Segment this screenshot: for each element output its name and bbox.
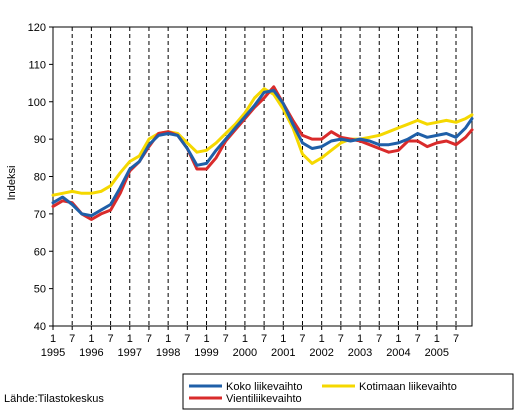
x-month-label: 1 — [434, 333, 440, 345]
x-year-label: 1997 — [118, 347, 142, 359]
x-month-label: 1 — [242, 333, 248, 345]
x-month-label: 7 — [299, 333, 305, 345]
x-month-label: 7 — [184, 333, 190, 345]
series-line-kotimaan-liikevaihto — [51, 87, 474, 197]
x-year-label: 1998 — [156, 347, 180, 359]
x-month-label: 1 — [88, 333, 94, 345]
x-month-label: 1 — [357, 333, 363, 345]
legend-label-kotimaan-liikevaihto: Kotimaan liikevaihto — [359, 381, 457, 393]
y-tick-label: 60 — [34, 246, 46, 258]
legend-box — [182, 373, 514, 410]
x-month-label: 1 — [165, 333, 171, 345]
source-note: Lähde:Tilastokeskus — [4, 393, 104, 405]
x-axis-ticks: 1 7 1995 1 7 1996 1 7 1997 1 7 1998 1 7 1999 1 7 2000 1 7 20… — [41, 326, 459, 359]
y-axis-ticks: 40 50 60 70 80 90 100 110 120 — [28, 22, 53, 333]
x-year-label: 1999 — [194, 347, 218, 359]
x-year-label: 2002 — [309, 347, 333, 359]
x-year-label: 2005 — [425, 347, 449, 359]
y-axis-label: Indeksi — [6, 166, 18, 201]
y-tick-label: 100 — [28, 97, 46, 109]
x-month-label: 7 — [376, 333, 382, 345]
y-tick-label: 70 — [34, 209, 46, 221]
legend-label-vientiliikevaihto: Vientiliikevaihto — [226, 393, 302, 405]
x-year-label: 2004 — [386, 347, 410, 359]
y-tick-label: 50 — [34, 284, 46, 296]
x-month-label: 7 — [453, 333, 459, 345]
x-month-label: 7 — [69, 333, 75, 345]
x-year-label: 2000 — [233, 347, 257, 359]
x-year-label: 1995 — [41, 347, 65, 359]
x-month-label: 7 — [338, 333, 344, 345]
x-month-label: 1 — [50, 333, 56, 345]
series-line-koko-liikevaihto — [51, 89, 474, 218]
x-month-label: 1 — [395, 333, 401, 345]
x-month-label: 7 — [146, 333, 152, 345]
x-month-label: 7 — [223, 333, 229, 345]
y-tick-label: 40 — [34, 321, 46, 333]
x-year-label: 2003 — [348, 347, 372, 359]
vertical-gridlines — [71, 27, 457, 326]
x-month-label: 1 — [319, 333, 325, 345]
series-lines — [51, 85, 474, 221]
legend-label-koko-liikevaihto: Koko liikevaihto — [226, 381, 302, 393]
series-line-vientiliikevaihto — [51, 85, 474, 221]
x-month-label: 7 — [108, 333, 114, 345]
x-month-label: 1 — [280, 333, 286, 345]
x-year-label: 2001 — [271, 347, 295, 359]
x-month-label: 7 — [261, 333, 267, 345]
x-year-label: 1996 — [79, 347, 103, 359]
legend: Koko liikevaihto Kotimaan liikevaihto Vi… — [182, 373, 514, 410]
y-tick-label: 90 — [34, 134, 46, 146]
y-tick-label: 110 — [28, 59, 46, 71]
x-month-label: 1 — [127, 333, 133, 345]
x-month-label: 7 — [415, 333, 421, 345]
y-tick-label: 80 — [34, 172, 46, 184]
x-month-label: 1 — [203, 333, 209, 345]
y-tick-label: 120 — [28, 22, 46, 34]
